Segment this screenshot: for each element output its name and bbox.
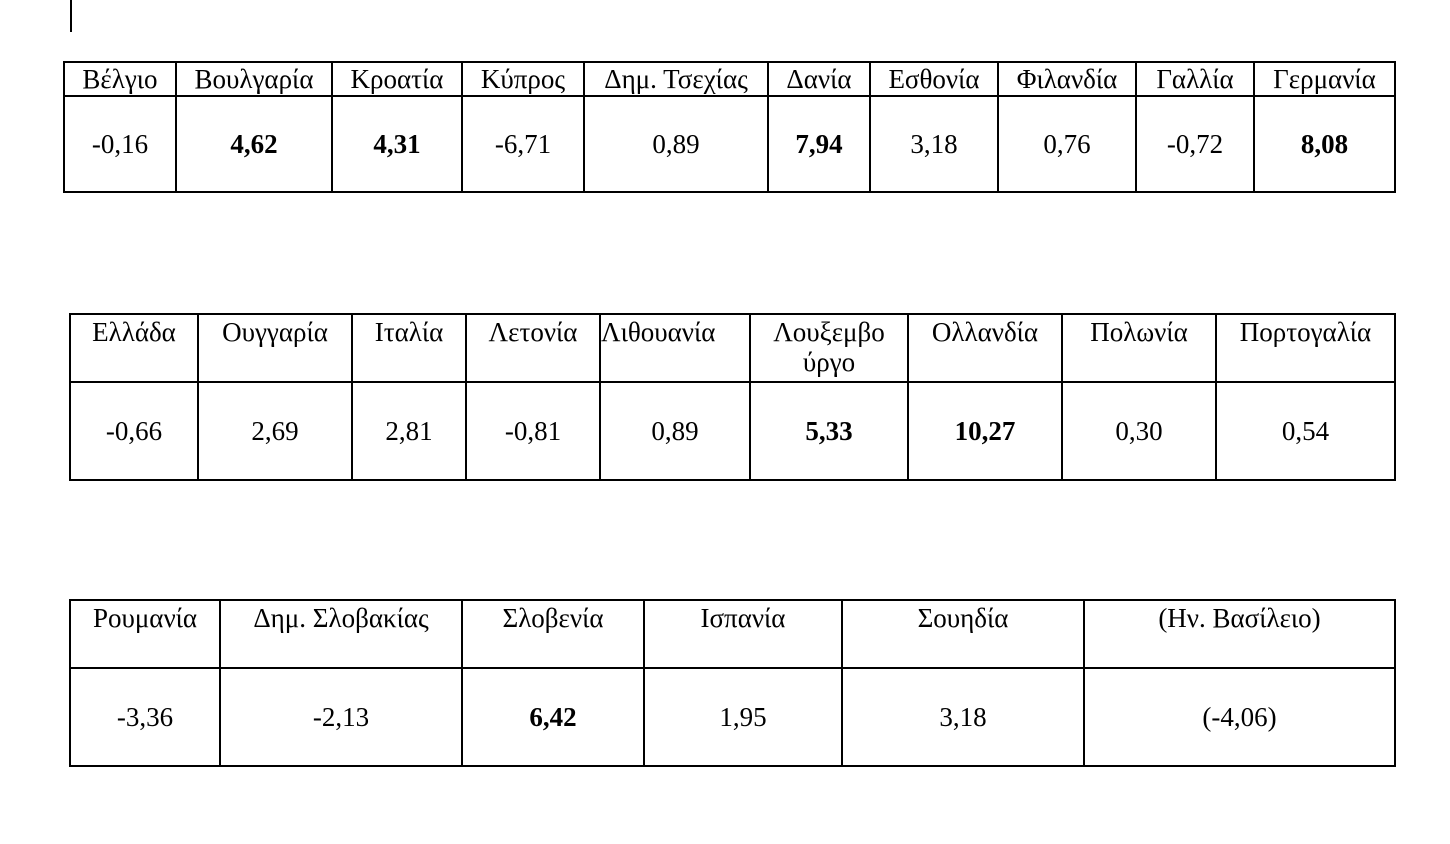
value-cell: -2,13 — [219, 667, 463, 767]
value-cell: -0,16 — [63, 95, 177, 193]
value-cell: 7,94 — [767, 95, 871, 193]
value-cell: 5,33 — [749, 381, 909, 481]
country-table-1: Βέλγιο Βουλγαρία Κροατία Κύπρος Δημ. Τσε… — [63, 61, 1396, 193]
value-cell: -3,36 — [69, 667, 221, 767]
country-header: Ολλανδία — [907, 313, 1063, 383]
country-header: Βουλγαρία — [175, 61, 333, 97]
value-cell: -6,71 — [461, 95, 585, 193]
country-header: Σουηδία — [841, 599, 1085, 669]
country-header: Λετονία — [465, 313, 601, 383]
country-header: Γερμανία — [1253, 61, 1396, 97]
country-header: Κύπρος — [461, 61, 585, 97]
value-cell: -0,72 — [1135, 95, 1255, 193]
value-cell: 4,62 — [175, 95, 333, 193]
country-header: Δανία — [767, 61, 871, 97]
country-header: Γαλλία — [1135, 61, 1255, 97]
value-cell: 0,30 — [1061, 381, 1217, 481]
value-cell: 2,81 — [351, 381, 467, 481]
country-header: Πορτογαλία — [1215, 313, 1396, 383]
value-cell: 1,95 — [643, 667, 843, 767]
value-cell: 4,31 — [331, 95, 463, 193]
country-header: Εσθονία — [869, 61, 999, 97]
country-table-2: Ελλάδα Ουγγαρία Ιταλία Λετονία Λιθουανία… — [69, 313, 1396, 481]
country-header: Σλοβενία — [461, 599, 645, 669]
value-cell: 2,69 — [197, 381, 353, 481]
country-header: Δημ. Τσεχίας — [583, 61, 769, 97]
value-cell: 6,42 — [461, 667, 645, 767]
value-cell: 10,27 — [907, 381, 1063, 481]
value-cell: -0,66 — [69, 381, 199, 481]
value-cell: 0,54 — [1215, 381, 1396, 481]
country-header: Φιλανδία — [997, 61, 1137, 97]
value-cell: (-4,06) — [1083, 667, 1396, 767]
country-header: (Ην. Βασίλειο) — [1083, 599, 1396, 669]
value-cell: 3,18 — [841, 667, 1085, 767]
value-cell: -0,81 — [465, 381, 601, 481]
value-cell: 0,76 — [997, 95, 1137, 193]
country-header: Λιθουανία — [599, 313, 751, 383]
text-cursor — [70, 0, 72, 32]
country-header: Ελλάδα — [69, 313, 199, 383]
value-cell: 3,18 — [869, 95, 999, 193]
country-header: Ρουμανία — [69, 599, 221, 669]
country-header: Λουξεμβο ύργο — [749, 313, 909, 383]
country-header: Ισπανία — [643, 599, 843, 669]
country-header: Ουγγαρία — [197, 313, 353, 383]
value-cell: 0,89 — [599, 381, 751, 481]
value-cell: 0,89 — [583, 95, 769, 193]
country-table-3: Ρουμανία Δημ. Σλοβακίας Σλοβενία Ισπανία… — [69, 599, 1396, 767]
country-header: Ιταλία — [351, 313, 467, 383]
country-header: Πολωνία — [1061, 313, 1217, 383]
country-header: Βέλγιο — [63, 61, 177, 97]
value-cell: 8,08 — [1253, 95, 1396, 193]
country-header: Δημ. Σλοβακίας — [219, 599, 463, 669]
country-header: Κροατία — [331, 61, 463, 97]
